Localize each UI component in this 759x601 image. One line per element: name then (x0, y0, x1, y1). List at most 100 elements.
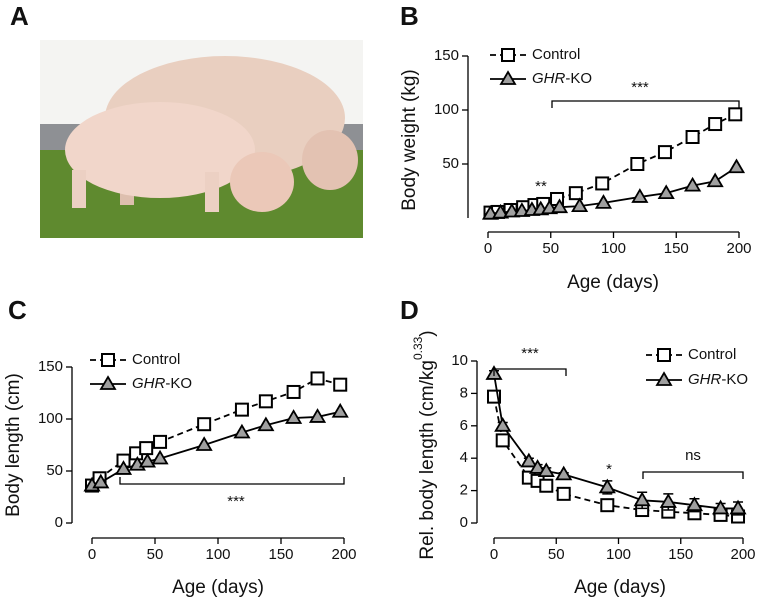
significance-label: * (606, 461, 612, 478)
significance-bracket (493, 368, 567, 376)
marker (539, 478, 554, 493)
legend-marker (499, 70, 517, 85)
legend-label: GHR-KO (688, 371, 748, 388)
marker (598, 478, 616, 494)
y-axis-label-sup: 0.33 (411, 336, 425, 360)
photo (40, 40, 363, 238)
marker (708, 117, 723, 132)
marker (233, 423, 251, 439)
y-tick-label: 150 (434, 47, 459, 64)
marker (138, 452, 157, 468)
x-tick-label: 100 (606, 546, 631, 563)
marker (659, 493, 677, 508)
legend-label: Control (688, 346, 736, 363)
significance-label: *** (631, 79, 649, 96)
legend-marker (655, 371, 673, 386)
marker (712, 499, 730, 515)
legend-marker (501, 48, 515, 62)
y-axis-label: Body weight (kg) (399, 69, 420, 211)
legend-label: Control (132, 351, 180, 368)
marker (571, 197, 589, 213)
panel-label: D (400, 295, 419, 325)
marker (728, 107, 743, 122)
marker (286, 384, 301, 399)
y-tick-label: 50 (442, 155, 459, 172)
marker (520, 452, 538, 468)
marker (195, 436, 213, 451)
marker (630, 157, 645, 171)
y-axis-label: ) (417, 330, 438, 336)
y-tick-label: 6 (460, 417, 468, 434)
legend-label: GHR-KO (532, 70, 592, 87)
y-axis-label: Body length (cm) (3, 373, 24, 517)
x-tick-label: 50 (147, 546, 164, 563)
significance-label: *** (521, 345, 539, 362)
marker (495, 433, 510, 448)
marker (685, 496, 704, 512)
significance-label: ns (685, 447, 701, 464)
y-tick-label: 2 (460, 482, 468, 499)
marker (550, 198, 569, 214)
y-tick-label: 100 (38, 410, 63, 427)
panel-label: C (8, 295, 27, 325)
x-tick-label: 200 (726, 240, 751, 257)
marker (685, 130, 700, 144)
x-tick-label: 200 (331, 546, 356, 563)
marker (529, 459, 547, 474)
series-line (490, 113, 736, 214)
marker (706, 172, 724, 188)
x-tick-label: 150 (268, 546, 293, 563)
x-tick-label: 0 (88, 546, 96, 563)
marker (727, 158, 746, 174)
marker (153, 434, 168, 449)
legend-label: GHR-KO (132, 375, 192, 392)
marker (331, 402, 349, 418)
x-tick-label: 100 (601, 240, 626, 257)
significance-bracket (642, 471, 744, 479)
y-tick-label: 150 (38, 358, 63, 375)
panel-label: B (400, 1, 419, 31)
marker (139, 441, 154, 456)
marker (683, 176, 702, 192)
y-axis-label: Rel. body length (cm/kg0.33) (411, 330, 438, 559)
y-tick-label: 10 (451, 352, 468, 369)
marker (197, 417, 212, 432)
x-tick-label: 150 (668, 546, 693, 563)
y-tick-label: 4 (460, 449, 468, 466)
y-axis-label: Body weight (kg) (399, 69, 420, 211)
marker (92, 473, 110, 489)
series-line (91, 377, 341, 487)
marker (600, 498, 615, 513)
legend-marker (99, 375, 117, 390)
marker (114, 460, 133, 475)
marker (234, 402, 249, 417)
y-tick-label: 0 (460, 514, 468, 531)
marker (257, 416, 275, 432)
x-tick-label: 200 (730, 546, 755, 563)
marker (333, 377, 348, 392)
marker (556, 486, 571, 501)
significance-bracket (551, 100, 740, 108)
marker (308, 408, 327, 423)
marker (657, 145, 672, 160)
y-tick-label: 50 (46, 462, 63, 479)
marker (151, 449, 169, 465)
y-tick-label: 0 (55, 514, 63, 531)
marker (633, 491, 651, 507)
legend-marker (101, 353, 115, 367)
x-tick-label: 150 (664, 240, 689, 257)
x-tick-label: 0 (484, 240, 492, 257)
significance-label: *** (227, 493, 245, 510)
marker (594, 194, 613, 209)
y-tick-label: 8 (460, 384, 468, 401)
x-tick-label: 50 (548, 546, 565, 563)
y-tick-label: 100 (434, 101, 459, 118)
marker (537, 462, 555, 478)
y-axis-label: Body length (cm) (3, 373, 24, 517)
significance-label: ** (535, 178, 547, 195)
panel-label: A (10, 1, 29, 31)
x-axis-label: Age (days) (574, 577, 666, 598)
significance-bracket (119, 477, 345, 485)
marker (258, 394, 273, 409)
